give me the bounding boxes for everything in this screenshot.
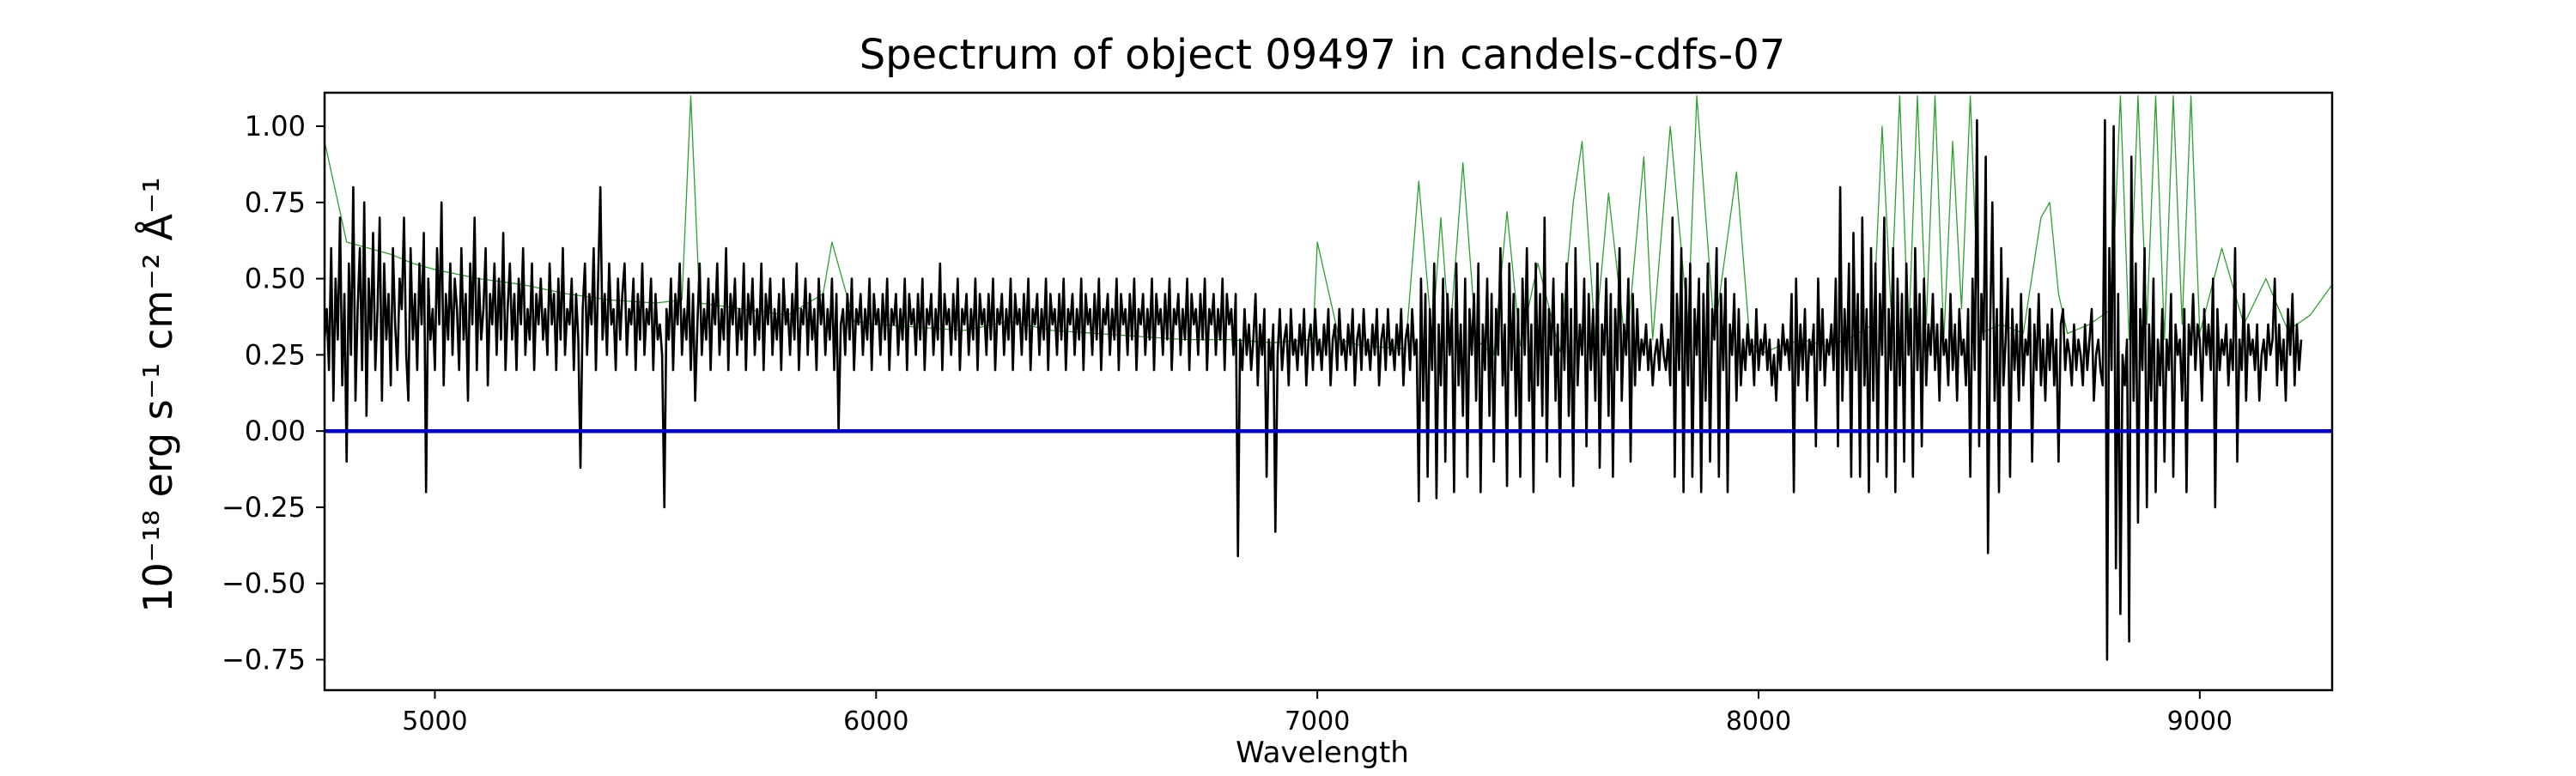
x-tick-label: 5000 — [402, 706, 467, 737]
series-group — [325, 94, 2332, 661]
x-tick-label: 9000 — [2167, 706, 2233, 737]
y-axis-label: 10⁻¹⁸ erg s⁻¹ cm⁻² Å⁻¹ — [135, 177, 181, 612]
y-axis-ticks: −0.75 −0.50 −0.25 0.00 0.25 0.50 0.75 1.00 — [222, 110, 325, 676]
chart-title: Spectrum of object 09497 in candels-cdfs… — [860, 31, 1786, 79]
y-tick-label: 0.50 — [245, 263, 306, 295]
y-tick-label: 0.25 — [245, 338, 306, 371]
x-tick-label: 8000 — [1726, 706, 1791, 737]
x-tick-label: 7000 — [1285, 706, 1350, 737]
y-tick-label: −0.50 — [222, 567, 306, 600]
x-axis-label: Wavelength — [1236, 736, 1409, 770]
plot-area — [323, 91, 2334, 692]
y-tick-label: 0.00 — [245, 415, 306, 447]
x-axis-ticks: 5000 6000 7000 8000 9000 — [402, 690, 2233, 737]
x-tick-label: 6000 — [843, 706, 908, 737]
series-line-thick-black — [325, 118, 2303, 661]
y-tick-label: −0.25 — [222, 491, 306, 524]
y-tick-label: −0.75 — [222, 643, 306, 676]
plot-frame — [323, 91, 2334, 692]
y-tick-label: 0.75 — [245, 186, 306, 219]
series-line-thin-green — [325, 94, 2332, 356]
y-tick-label: 1.00 — [245, 110, 306, 142]
